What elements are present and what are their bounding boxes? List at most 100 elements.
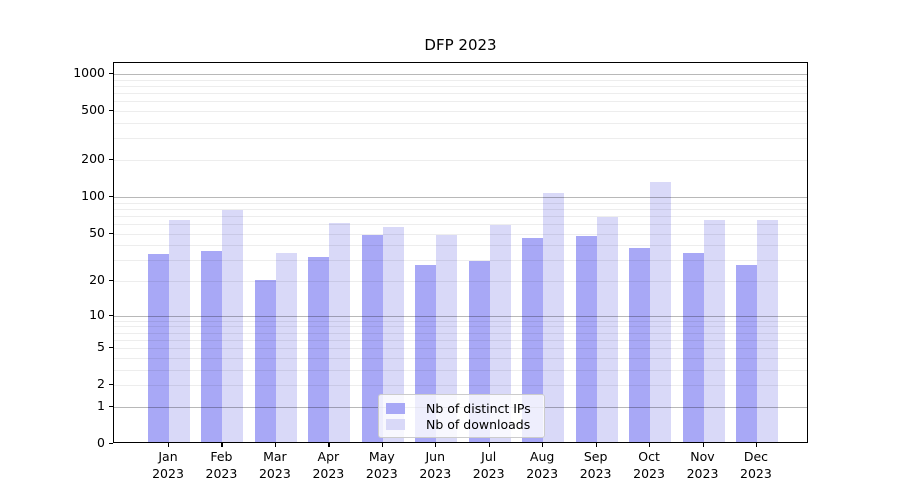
x-tick-mark — [595, 443, 597, 447]
bar-distinct-ips-jan — [148, 254, 169, 442]
y-tick-mark — [109, 405, 113, 408]
x-tick-mark — [488, 443, 490, 447]
y-tick-label: 500 — [81, 102, 105, 118]
gridline — [114, 86, 807, 88]
x-tick-label: Apr 2023 — [312, 449, 345, 481]
x-tick-mark — [542, 443, 544, 447]
x-tick-label: Jun 2023 — [419, 449, 452, 481]
x-tick-label: May 2023 — [365, 449, 398, 481]
x-tick-label: Mar 2023 — [258, 449, 291, 481]
bar-distinct-ips-feb — [201, 251, 223, 442]
x-tick-label: Oct 2023 — [633, 449, 665, 481]
x-tick-mark — [649, 443, 651, 447]
gridline — [114, 208, 807, 210]
bar-distinct-ips-oct — [629, 248, 651, 442]
gridline — [114, 281, 807, 283]
y-tick-mark — [109, 232, 113, 234]
plot-area: Nb of distinct IPs Nb of downloads — [113, 62, 808, 443]
bar-distinct-ips-aug — [522, 238, 544, 442]
x-tick-mark — [168, 443, 170, 447]
y-tick-label: 100 — [81, 187, 105, 203]
legend-label-distinct-ips: Nb of distinct IPs — [426, 400, 531, 416]
y-tick-label: 2 — [97, 376, 105, 392]
bar-downloads-dec — [756, 220, 778, 442]
gridline — [114, 123, 807, 125]
y-tick-mark — [109, 280, 113, 282]
gridline — [114, 196, 807, 198]
y-tick-mark — [109, 443, 113, 445]
x-tick-mark — [221, 443, 223, 447]
y-tick-label: 1 — [97, 397, 105, 413]
bar-distinct-ips-dec — [735, 264, 757, 442]
gridline — [114, 160, 807, 162]
bar-downloads-oct — [650, 182, 672, 442]
gridline — [114, 233, 807, 235]
bar-downloads-feb — [222, 210, 244, 442]
x-tick-label: Sep 2023 — [579, 449, 612, 481]
gridline — [114, 385, 807, 387]
gridline — [114, 260, 807, 262]
x-tick-label: Aug 2023 — [526, 449, 559, 481]
bar-distinct-ips-sep — [575, 235, 597, 442]
gridline — [114, 215, 807, 217]
gridline — [114, 74, 807, 76]
gridline — [114, 320, 807, 322]
x-tick-label: Jan 2023 — [152, 449, 184, 481]
y-tick-mark — [109, 159, 113, 161]
bar-distinct-ips-apr — [308, 257, 330, 442]
y-tick-mark — [109, 347, 113, 349]
gridline — [114, 223, 807, 225]
x-tick-label: Dec 2023 — [740, 449, 772, 481]
gridline — [114, 202, 807, 204]
legend-swatch-downloads — [386, 418, 405, 430]
gridline — [114, 245, 807, 247]
bar-distinct-ips-mar — [254, 280, 276, 442]
legend-swatch-distinct-ips — [386, 402, 405, 414]
x-tick-label: Jul 2023 — [472, 449, 505, 481]
x-tick-mark — [755, 443, 758, 447]
legend-item-distinct-ips: Nb of distinct IPs — [386, 400, 536, 416]
y-tick-label: 5 — [97, 339, 105, 355]
x-tick-mark — [274, 443, 277, 447]
y-tick-label: 200 — [81, 151, 105, 167]
x-tick-label: Feb 2023 — [205, 449, 238, 481]
legend: Nb of distinct IPs Nb of downloads — [378, 394, 545, 438]
chart-title: DFP 2023 — [424, 36, 497, 54]
x-tick-label: Nov 2023 — [686, 449, 719, 481]
x-tick-mark — [702, 443, 704, 447]
y-tick-label: 20 — [89, 272, 105, 288]
legend-label-downloads: Nb of downloads — [426, 416, 531, 432]
y-tick-label: 1000 — [73, 65, 105, 81]
y-tick-mark — [109, 73, 113, 75]
legend-item-downloads: Nb of downloads — [386, 416, 536, 432]
gridline — [114, 79, 807, 81]
y-tick-mark — [109, 314, 113, 316]
y-tick-mark — [109, 195, 113, 198]
gridline — [114, 101, 807, 103]
gridline — [114, 315, 807, 317]
bar-downloads-jul — [489, 224, 511, 442]
y-tick-mark — [109, 384, 113, 386]
gridline — [114, 111, 807, 113]
bar-downloads-aug — [543, 193, 565, 442]
bar-downloads-sep — [596, 217, 618, 442]
bar-downloads-apr — [329, 222, 351, 442]
x-tick-mark — [435, 443, 437, 447]
gridline — [114, 93, 807, 95]
gridline — [114, 369, 807, 371]
gridline — [114, 326, 807, 328]
gridline — [114, 348, 807, 350]
gridline — [114, 332, 807, 334]
y-tick-label: 10 — [89, 306, 105, 322]
bar-downloads-nov — [703, 220, 725, 442]
bar-downloads-jun — [436, 234, 458, 442]
y-tick-label: 50 — [89, 224, 105, 240]
bar-distinct-ips-may — [361, 234, 383, 442]
gridline — [114, 357, 807, 359]
bar-distinct-ips-nov — [682, 252, 704, 442]
bar-downloads-may — [382, 226, 404, 442]
bar-downloads-mar — [275, 252, 297, 442]
gridline — [114, 138, 807, 140]
y-tick-label: 0 — [97, 435, 105, 450]
